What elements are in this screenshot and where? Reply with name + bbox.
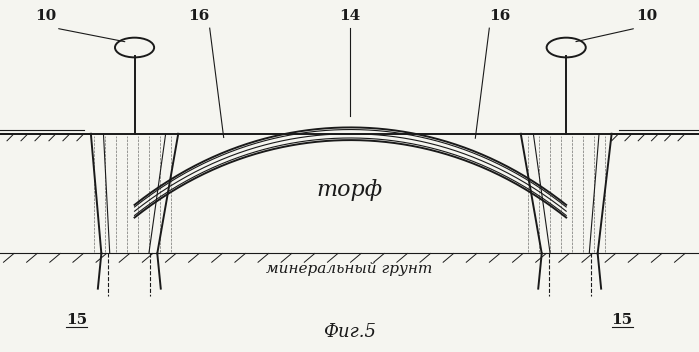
Text: минеральный грунт: минеральный грунт <box>266 262 433 276</box>
Text: 15: 15 <box>66 313 87 327</box>
Text: 16: 16 <box>489 9 510 23</box>
Text: 15: 15 <box>612 313 633 327</box>
Text: Фиг.5: Фиг.5 <box>323 323 376 341</box>
Text: 10: 10 <box>35 9 56 23</box>
Text: 10: 10 <box>636 9 657 23</box>
Text: 16: 16 <box>189 9 210 23</box>
Text: 14: 14 <box>339 9 360 23</box>
Text: торф: торф <box>317 179 382 201</box>
